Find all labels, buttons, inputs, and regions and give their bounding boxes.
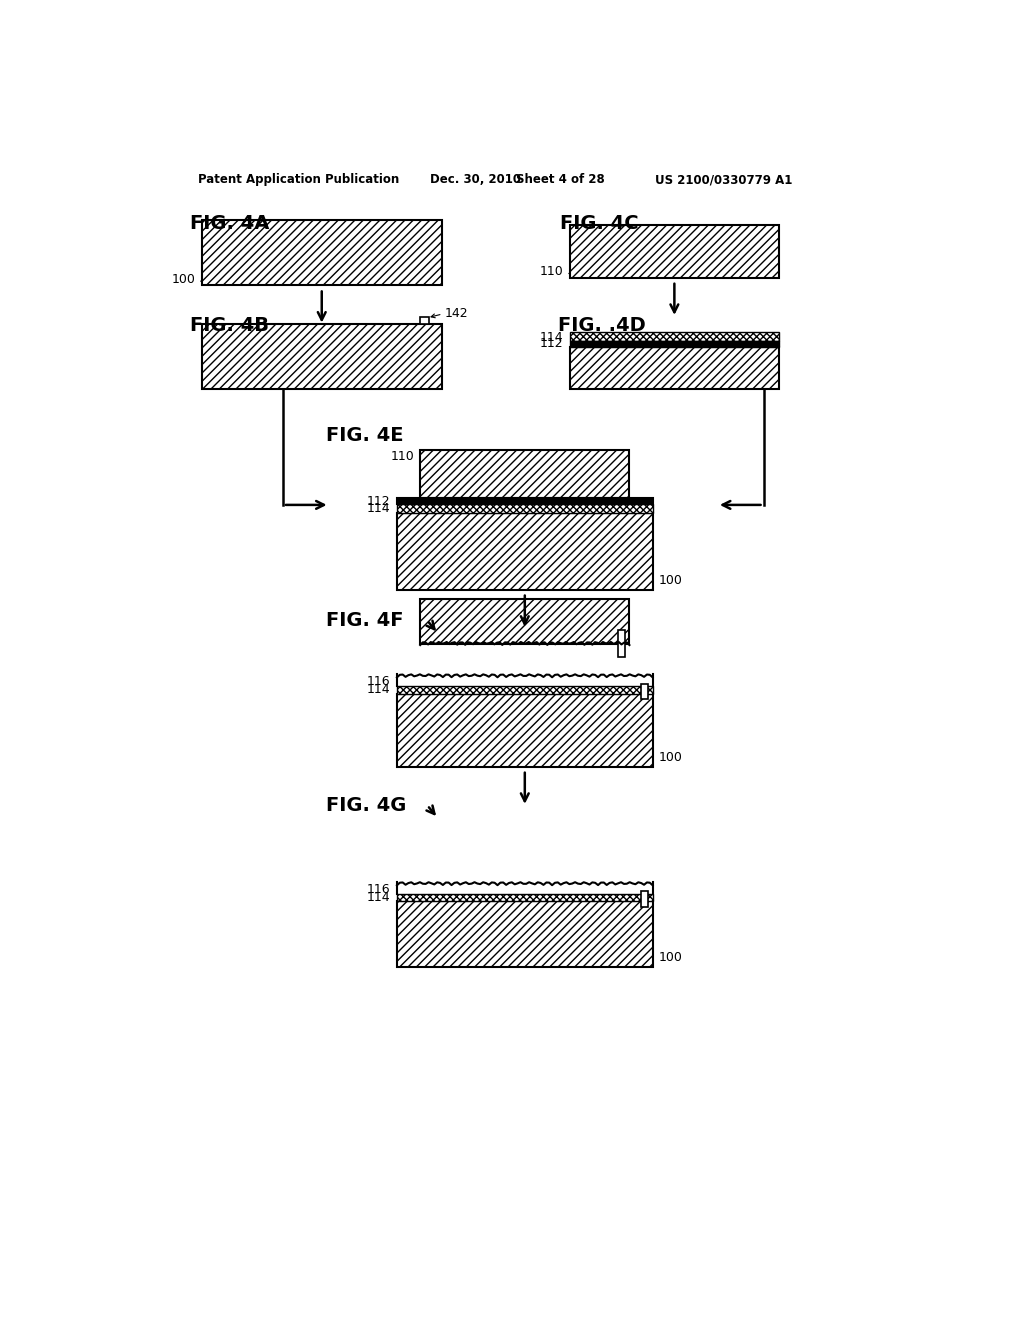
Bar [569, 226, 779, 277]
Bar [420, 317, 429, 323]
Bar [641, 891, 648, 907]
Text: FIG. 4A: FIG. 4A [190, 214, 269, 234]
Bar [202, 220, 442, 285]
Text: Dec. 30, 2010: Dec. 30, 2010 [430, 173, 521, 186]
Bar [420, 450, 630, 498]
Text: Patent Application Publication: Patent Application Publication [198, 173, 399, 186]
Text: 112: 112 [367, 495, 391, 508]
Text: FIG. .4D: FIG. .4D [558, 315, 646, 335]
Text: 114: 114 [540, 330, 563, 343]
Text: Sheet 4 of 28: Sheet 4 of 28 [515, 173, 604, 186]
Bar [397, 902, 652, 966]
Text: US 2100/0330779 A1: US 2100/0330779 A1 [655, 173, 793, 186]
Bar [397, 686, 652, 693]
Text: FIG. 4E: FIG. 4E [326, 426, 403, 445]
Text: 116: 116 [367, 883, 391, 896]
Text: 112: 112 [540, 338, 563, 351]
Text: FIG. 4G: FIG. 4G [326, 796, 406, 814]
Text: 116: 116 [367, 675, 391, 688]
Text: FIG. 4C: FIG. 4C [560, 214, 639, 234]
Bar [420, 599, 630, 644]
Bar [569, 333, 779, 341]
Text: FIG. 4F: FIG. 4F [326, 611, 403, 630]
Bar [397, 504, 652, 512]
Text: 100: 100 [658, 952, 683, 964]
Text: 110: 110 [390, 450, 414, 463]
Text: 100: 100 [658, 574, 683, 587]
Text: 114: 114 [367, 502, 391, 515]
Bar [202, 323, 442, 389]
Bar [397, 894, 652, 902]
Text: FIG. 4B: FIG. 4B [190, 315, 269, 335]
Bar [397, 498, 652, 504]
Text: 114: 114 [367, 891, 391, 904]
Text: 100: 100 [172, 273, 196, 286]
Bar [569, 347, 779, 389]
Bar [397, 512, 652, 590]
Text: 142: 142 [444, 306, 468, 319]
Text: 100: 100 [658, 751, 683, 764]
Text: 110: 110 [540, 265, 563, 279]
Bar [617, 630, 625, 656]
Bar [641, 684, 648, 700]
Text: 114: 114 [367, 684, 391, 696]
Bar [397, 693, 652, 767]
Bar [569, 341, 779, 347]
